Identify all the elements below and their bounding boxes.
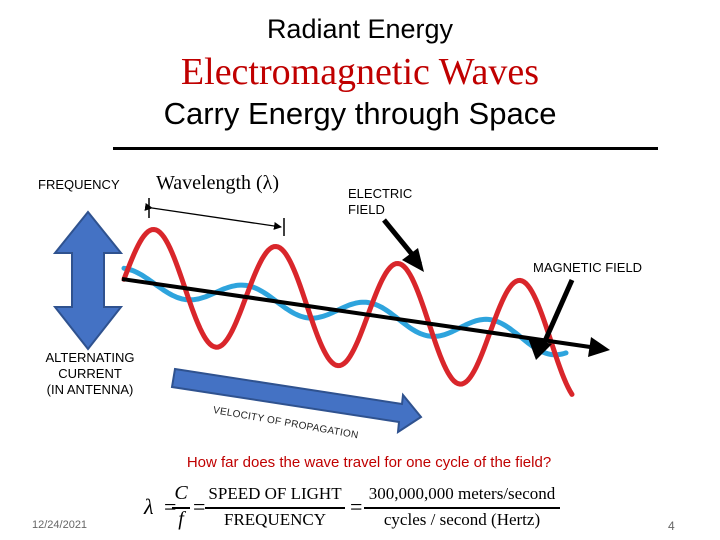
question-text: How far does the wave travel for one cyc… [186,454,552,471]
slide-title: Radiant Energy [266,14,454,44]
formula-equals-2: = [193,494,206,519]
slide-heading: Electromagnetic Waves [180,51,540,93]
formula-meters-per-second: 300,000,000 meters/second [368,484,556,503]
magnetic-field-pointer [538,278,575,352]
formula-fraction-bar [205,507,345,509]
formula-equals-1: = [164,494,177,519]
magnetic-field-pointer-head [528,338,552,360]
page-number: 4 [668,519,675,533]
electric-field-label-line1: ELECTRIC [348,186,413,201]
wavelength-label: Wavelength (λ) [156,172,280,194]
propagation-axis [121,277,605,351]
title-divider [113,147,658,150]
alternating-current-line1: ALTERNATING [45,350,135,365]
formula-fraction-bar [364,507,560,509]
velocity-arrow [170,367,423,434]
wavelength-arrow [144,203,282,230]
alternating-current-line3: (IN ANTENNA) [46,382,134,397]
frequency-label: FREQUENCY [38,177,120,192]
formula-f: f [178,508,184,530]
propagation-axis-arrowhead [588,337,610,357]
formula-speed-of-light: SPEED OF LIGHT [208,484,342,503]
electric-wave [121,226,575,397]
alternating-current-label: ALTERNATING CURRENT (IN ANTENNA) [28,350,152,398]
electric-field-pointer-head [402,248,424,272]
formula-frequency: FREQUENCY [223,510,326,529]
alternating-current-line2: CURRENT [58,366,122,381]
magnetic-field-label: MAGNETIC FIELD [533,260,643,275]
alternating-current-arrow [52,210,124,351]
formula-c: C [174,482,188,504]
formula-lambda: λ [144,494,154,519]
formula-cycles-per-second: cycles / second (Hertz) [383,510,541,529]
electric-field-label: ELECTRIC FIELD [348,186,412,218]
footer-date: 12/24/2021 [32,519,88,531]
slide-subtitle: Carry Energy through Space [163,96,557,131]
formula-fraction-bar [172,507,190,509]
formula-equals-3: = [350,494,363,519]
electric-field-label-line2: FIELD [348,202,385,217]
